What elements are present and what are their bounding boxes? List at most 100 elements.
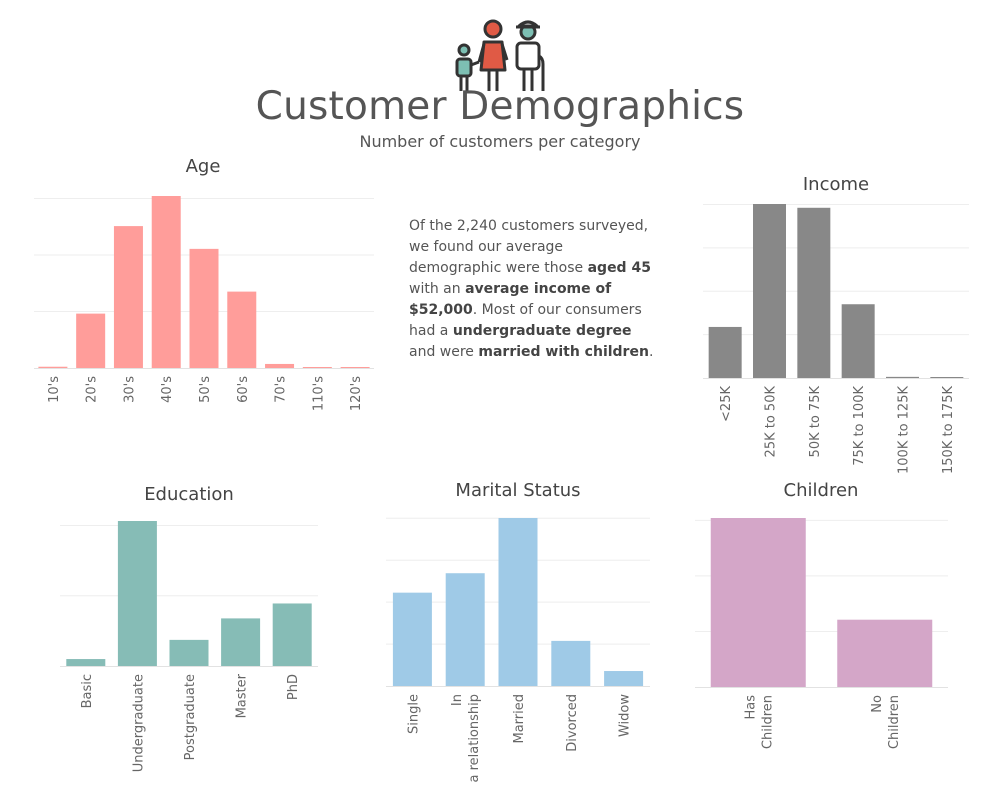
summary-highlight: undergraduate degree	[452, 323, 632, 339]
tick-label-children-1: No Children	[870, 695, 902, 749]
svg-text:Married: Married	[512, 694, 527, 744]
children-chart-title: Children	[783, 480, 859, 501]
svg-text:50's: 50's	[198, 376, 213, 403]
tick-label-age-3: 40's	[160, 376, 175, 403]
bar-children-1[interactable]	[837, 619, 933, 687]
bar-income-1[interactable]	[753, 204, 786, 378]
bar-income-5[interactable]	[930, 377, 964, 378]
svg-text:Widow: Widow	[618, 694, 633, 737]
education-chart: Basic Undergraduate Postgraduate Master PhD	[60, 521, 318, 772]
bar-age-6[interactable]	[265, 363, 295, 368]
bar-education-4[interactable]	[272, 603, 312, 666]
bar-age-2[interactable]	[113, 226, 143, 368]
tick-label-age-0: 10's	[47, 376, 62, 403]
tick-label-marital-0: Single	[406, 694, 421, 734]
svg-text:75K to 100K: 75K to 100K	[852, 386, 867, 466]
bar-age-4[interactable]	[189, 248, 219, 368]
tick-label-age-8: 120's	[349, 376, 364, 411]
tick-label-income-0: <25K	[719, 386, 734, 422]
svg-text:100K to 125K: 100K to 125K	[897, 386, 912, 474]
tick-label-income-5: 150K to 175K	[941, 386, 956, 474]
bar-marital-0[interactable]	[392, 592, 432, 686]
bar-marital-4[interactable]	[604, 671, 644, 686]
svg-text:120's: 120's	[349, 376, 364, 411]
summary-segment: . Most of our consumers had a	[409, 302, 642, 339]
tick-label-marital-1: In a relationship	[450, 694, 482, 783]
tick-label-income-1: 25K to 50K	[764, 386, 779, 458]
svg-text:Has: Has	[743, 695, 758, 720]
summary-highlight: average income of $52,000	[409, 281, 612, 318]
summary-segment: with an	[409, 281, 466, 297]
svg-text:Divorced: Divorced	[565, 694, 580, 752]
svg-text:PhD: PhD	[286, 674, 301, 700]
svg-text:150K to 175K: 150K to 175K	[941, 386, 956, 474]
svg-text:Single: Single	[406, 694, 421, 734]
svg-text:<25K: <25K	[719, 386, 734, 422]
bar-education-3[interactable]	[221, 618, 261, 666]
tick-label-income-3: 75K to 100K	[852, 386, 867, 466]
education-chart-title: Education	[144, 484, 234, 505]
bar-income-2[interactable]	[797, 207, 831, 378]
page-subtitle: Number of customers per category	[359, 132, 641, 151]
svg-text:a relationship: a relationship	[467, 694, 482, 783]
summary-segment: and were	[409, 344, 479, 360]
bar-education-1[interactable]	[117, 521, 157, 666]
bar-age-3[interactable]	[151, 196, 181, 368]
bar-age-0[interactable]	[38, 366, 68, 368]
summary-segment: .	[648, 344, 654, 360]
svg-text:30's: 30's	[122, 376, 137, 403]
tick-label-marital-3: Divorced	[565, 694, 580, 752]
bar-income-3[interactable]	[841, 304, 875, 378]
bar-marital-3[interactable]	[551, 640, 591, 686]
marital-chart-title: Marital Status	[455, 480, 581, 501]
tick-label-marital-2: Married	[512, 694, 527, 744]
svg-text:No: No	[870, 695, 885, 713]
bar-children-0[interactable]	[710, 518, 806, 687]
summary-segment: Of the 2,240 customers surveyed, we foun…	[409, 218, 649, 276]
svg-text:50K to 75K: 50K to 75K	[808, 386, 823, 458]
tick-label-age-2: 30's	[122, 376, 137, 403]
bar-age-7[interactable]	[302, 367, 332, 368]
tick-label-age-1: 20's	[85, 376, 100, 403]
svg-text:Children: Children	[887, 695, 902, 749]
family-icon	[455, 19, 545, 91]
bar-education-0[interactable]	[66, 659, 106, 666]
summary-highlight: married with children	[478, 344, 649, 360]
income-chart-title: Income	[802, 174, 870, 195]
tick-label-education-4: PhD	[286, 674, 301, 700]
svg-text:Basic: Basic	[80, 674, 95, 708]
bar-marital-1[interactable]	[445, 573, 485, 686]
page-title: Customer Demographics	[255, 84, 745, 129]
bar-marital-2[interactable]	[498, 518, 538, 686]
tick-label-education-1: Undergraduate	[131, 674, 146, 772]
tick-label-education-3: Master	[235, 673, 250, 718]
svg-text:10's: 10's	[47, 376, 62, 403]
bar-age-5[interactable]	[227, 291, 257, 368]
tick-label-age-5: 60's	[236, 376, 251, 403]
svg-text:20's: 20's	[85, 376, 100, 403]
bar-income-0[interactable]	[708, 326, 742, 378]
svg-text:110's: 110's	[311, 376, 326, 411]
svg-text:In: In	[450, 694, 465, 706]
bar-age-1[interactable]	[76, 313, 106, 368]
income-chart: <25K 25K to 50K 50K to 75K 75K to 100K 100K …	[703, 204, 969, 474]
age-chart-title: Age	[185, 156, 221, 177]
svg-text:Master: Master	[235, 673, 250, 718]
svg-text:40's: 40's	[160, 376, 175, 403]
svg-text:Undergraduate: Undergraduate	[131, 674, 146, 772]
summary-text: Of the 2,240 customers surveyed, we foun…	[409, 216, 654, 363]
svg-text:Postgraduate: Postgraduate	[183, 674, 198, 760]
bar-education-2[interactable]	[169, 639, 209, 666]
tick-label-age-4: 50's	[198, 376, 213, 403]
svg-text:60's: 60's	[236, 376, 251, 403]
tick-label-age-6: 70's	[274, 376, 289, 403]
tick-label-income-2: 50K to 75K	[808, 386, 823, 458]
tick-label-marital-4: Widow	[618, 694, 633, 737]
svg-text:Children: Children	[760, 695, 775, 749]
bar-age-8[interactable]	[340, 367, 370, 368]
svg-text:25K to 50K: 25K to 50K	[764, 386, 779, 458]
marital-status-chart: Single In a relationship Married Divorced Wid…	[386, 517, 650, 783]
bar-income-4[interactable]	[886, 376, 919, 378]
age-chart: 10's 20's 30's 40's 50's 60's 70's 110's 120's	[34, 196, 374, 411]
svg-text:70's: 70's	[274, 376, 289, 403]
